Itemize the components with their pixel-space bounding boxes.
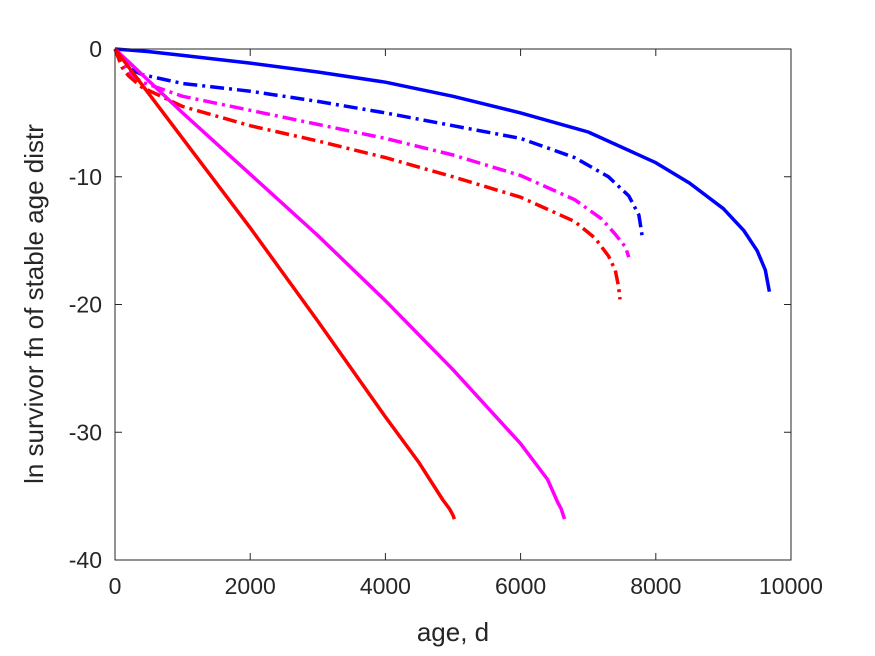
y-tick-labels: 0 -10 -20 -30 -40	[69, 36, 102, 573]
x-tick-label: 0	[109, 573, 122, 599]
series-line-1	[114, 47, 772, 293]
y-tick-label: -30	[69, 419, 102, 445]
x-tick-label: 4000	[360, 573, 411, 599]
x-tick-labels: 0 2000 4000 6000 8000 10000	[109, 573, 823, 599]
x-tick-label: 8000	[630, 573, 681, 599]
series-line-5	[113, 47, 567, 520]
y-tick-label: -40	[69, 547, 102, 573]
y-tick-label: -10	[69, 164, 102, 190]
y-tick-label: 0	[89, 36, 102, 62]
series-layer	[113, 47, 772, 520]
series-line-4	[113, 48, 622, 300]
x-tick-label: 2000	[225, 573, 276, 599]
x-axis-title: age, d	[417, 617, 489, 647]
x-tick-label: 10000	[759, 573, 823, 599]
plot-area	[115, 49, 791, 560]
y-axis-title: ln survivor fn of stable age distr	[19, 124, 49, 484]
y-tick-label: -20	[69, 292, 102, 318]
series-line-6	[113, 47, 457, 520]
plot-frame	[114, 48, 792, 561]
x-tick-label: 6000	[495, 573, 546, 599]
